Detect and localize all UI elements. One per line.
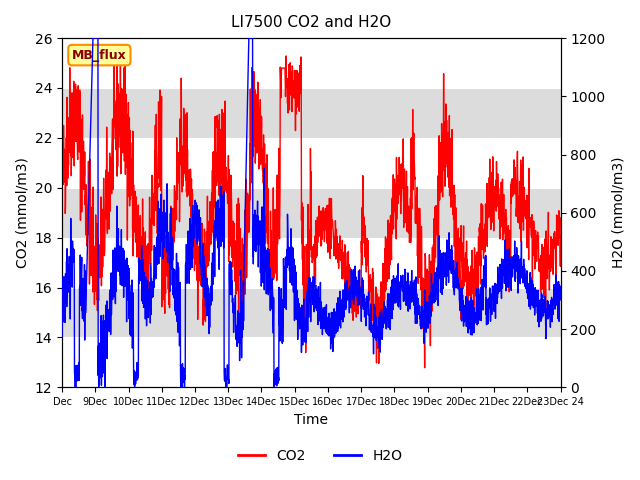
Title: LI7500 CO2 and H2O: LI7500 CO2 and H2O bbox=[231, 15, 392, 30]
Bar bbox=[62, 38, 561, 88]
Y-axis label: H2O (mmol/m3): H2O (mmol/m3) bbox=[611, 157, 625, 268]
Y-axis label: CO2 (mmol/m3): CO2 (mmol/m3) bbox=[15, 157, 29, 268]
Bar bbox=[62, 138, 561, 188]
Bar bbox=[62, 337, 561, 387]
Text: MB_flux: MB_flux bbox=[72, 48, 127, 61]
Legend: CO2, H2O: CO2, H2O bbox=[232, 443, 408, 468]
Bar bbox=[62, 238, 561, 288]
X-axis label: Time: Time bbox=[294, 413, 328, 427]
